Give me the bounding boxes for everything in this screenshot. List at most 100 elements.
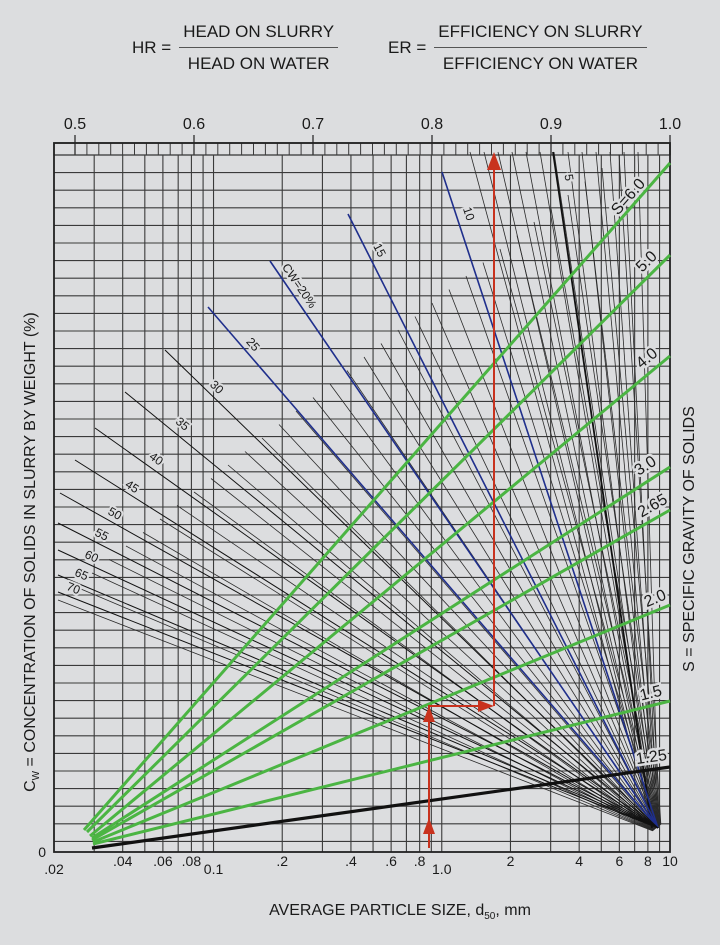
bottom-tick-label: 4 — [575, 853, 583, 869]
concentration-fan-line — [567, 151, 657, 829]
bottom-tick-label: 8 — [644, 853, 652, 869]
specific-gravity-line-125 — [91, 765, 671, 850]
specific-gravity-line-60 — [82, 162, 672, 831]
er-lhs: ER = — [388, 38, 427, 57]
concentration-fan-line — [601, 167, 661, 825]
er-fraction: EFFICIENCY ON SLURRY EFFICIENCY ON WATER — [434, 22, 647, 74]
concentration-fan-line — [91, 572, 654, 831]
concentration-fan-line — [448, 289, 659, 827]
concentration-label: 10 — [460, 205, 478, 222]
specific-gravity-line-40 — [89, 354, 671, 838]
bottom-tick-label: .6 — [385, 853, 397, 869]
y-zero-label: 0 — [38, 844, 46, 860]
concentration-line-65 — [57, 574, 659, 829]
concentration-fan-line — [584, 181, 661, 825]
concentration-line-5 — [552, 151, 653, 829]
concentration-fan-line — [499, 248, 660, 826]
x-axis-label: AVERAGE PARTICLE SIZE, d50, mm — [269, 902, 531, 923]
arrow-up-icon — [487, 152, 501, 170]
bottom-tick-label: .04 — [113, 853, 133, 869]
bottom-tick-label: .8 — [414, 853, 426, 869]
bottom-tick-label: 1.0 — [432, 861, 452, 877]
bottom-tick-label: .06 — [153, 853, 173, 869]
concentration-line-40 — [94, 427, 659, 829]
bottom-tick-label: 10 — [662, 853, 678, 869]
concentration-fan-line — [525, 151, 656, 829]
concentration-line-cw20 — [269, 260, 659, 829]
bottom-tick-label: .08 — [182, 853, 202, 869]
concentration-label: 45 — [123, 477, 142, 496]
concentration-fan-line — [312, 397, 657, 829]
concentration-fan-line — [618, 154, 662, 825]
specific-gravity-line-265 — [91, 508, 671, 842]
concentration-fan-line — [483, 151, 654, 829]
specific-gravity-line-50 — [85, 253, 672, 834]
concentration-fan-line — [623, 151, 659, 829]
concentration-line-50 — [59, 492, 659, 829]
concentration-fan-line — [414, 316, 659, 827]
specific-gravity-line-20 — [92, 603, 671, 844]
concentration-line-30 — [164, 349, 659, 829]
concentration-label: 55 — [93, 525, 112, 544]
top-tick-label: 0.9 — [540, 116, 562, 133]
concentration-fan-line — [210, 478, 656, 830]
bottom-tick-label: .02 — [44, 861, 64, 877]
top-tick-label: 0.5 — [64, 116, 86, 133]
concentration-fan-line — [108, 559, 654, 831]
concentration-fan-line — [159, 518, 655, 831]
concentration-line-45 — [74, 459, 659, 829]
concentration-line-35 — [124, 391, 659, 829]
hr-formula: HR = HEAD ON SLURRY HEAD ON WATER — [132, 22, 339, 74]
concentration-fan-line — [497, 151, 655, 829]
concentration-fan-line — [550, 208, 661, 826]
concentration-line-55 — [57, 522, 659, 829]
bottom-tick-label: 0.1 — [204, 861, 224, 877]
specific-gravity-line-15 — [92, 699, 671, 846]
bottom-tick-label: 2 — [507, 853, 515, 869]
er-denominator: EFFICIENCY ON WATER — [442, 54, 639, 73]
concentration-fan-line — [553, 151, 657, 829]
specific-gravity-label: 1.25 — [635, 747, 668, 768]
concentration-line-25 — [207, 306, 659, 829]
concentration-fan-line — [637, 151, 659, 829]
concentration-fan-line — [74, 586, 654, 832]
er-formula: ER = EFFICIENCY ON SLURRY EFFICIENCY ON … — [388, 22, 647, 74]
y-axis-label: CW = CONCENTRATION OF SOLIDS IN SLURRY B… — [21, 312, 43, 792]
concentration-line-15 — [347, 213, 659, 829]
hr-numerator: HEAD ON SLURRY — [179, 22, 339, 48]
concentration-label: 5 — [562, 173, 577, 182]
arrow-right-icon — [478, 700, 494, 712]
concentration-fan-line — [363, 356, 658, 828]
top-tick-label: 0.7 — [302, 116, 324, 133]
bottom-tick-label: .2 — [276, 853, 288, 869]
plot-frame — [53, 142, 671, 853]
specific-gravity-line-30 — [91, 465, 671, 840]
concentration-fan-line — [511, 151, 655, 829]
top-tick-label: 0.8 — [421, 116, 443, 133]
concentration-fan-line — [193, 491, 656, 830]
hr-fraction: HEAD ON SLURRY HEAD ON WATER — [179, 22, 339, 74]
concentration-fan-line — [244, 451, 656, 830]
right-axis-label: S = SPECIFIC GRAVITY OF SOLIDS — [681, 406, 698, 672]
concentration-fan-line — [57, 599, 653, 832]
top-tick-label: 1.0 — [659, 116, 681, 133]
bottom-tick-label: .4 — [345, 853, 357, 869]
top-tick-label: 0.6 — [183, 116, 205, 133]
concentration-fan-line — [469, 151, 654, 829]
hr-denominator: HEAD ON WATER — [187, 54, 330, 73]
bottom-tick-label: 6 — [615, 853, 623, 869]
concentration-line-70 — [57, 591, 659, 829]
arrow-up-icon — [423, 818, 435, 834]
concentration-fan-line — [261, 437, 657, 829]
concentration-line-10 — [441, 171, 659, 829]
concentration-fan-line — [397, 329, 659, 828]
hr-lhs: HR = — [132, 38, 172, 57]
arrow-up-icon — [423, 706, 435, 722]
concentration-fan-line — [581, 151, 658, 829]
concentration-label: 35 — [173, 414, 192, 433]
specific-gravity-label: 5.0 — [633, 248, 661, 276]
concentration-fan-line — [595, 151, 658, 829]
concentration-fan-line — [380, 343, 658, 828]
concentration-fan-line — [227, 464, 656, 830]
